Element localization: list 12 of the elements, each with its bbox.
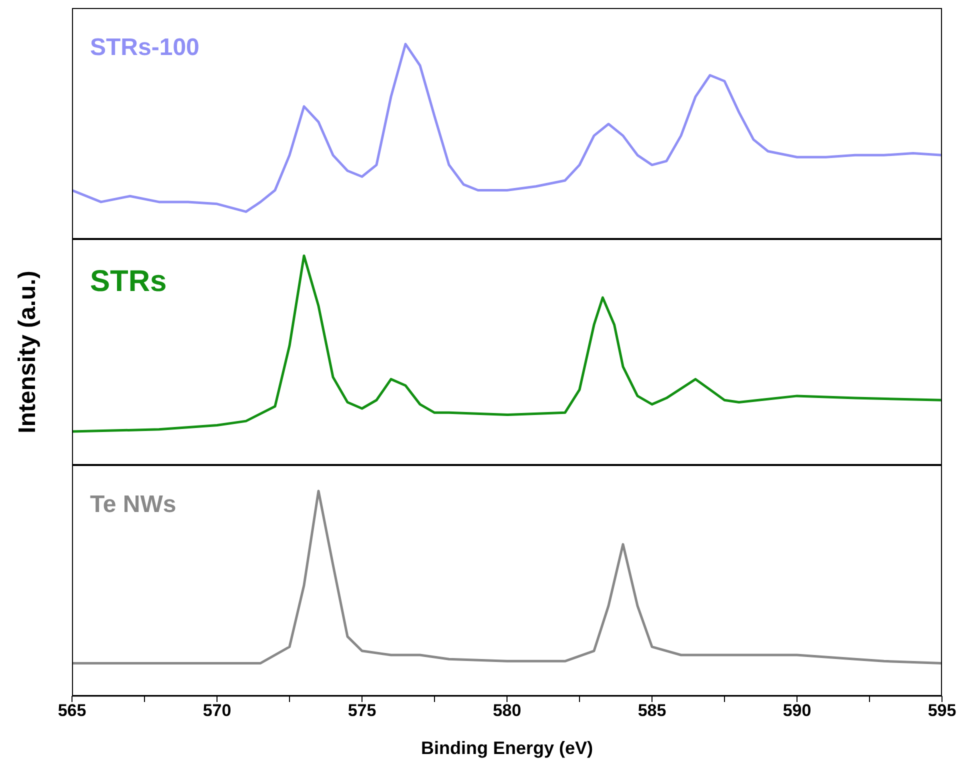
x-tick-label: 580 [492, 701, 522, 720]
x-tick-label: 595 [928, 701, 956, 720]
y-axis-title: Intensity (a.u.) [14, 270, 42, 434]
x-tick-label: 565 [58, 701, 86, 720]
text: STRs [90, 265, 167, 298]
text: STRs-100 [90, 34, 200, 61]
x-tick-label: 590 [782, 701, 812, 720]
x-tick-label: 585 [638, 701, 666, 720]
text: Te NWs [90, 491, 176, 518]
x-tick-label: 570 [202, 701, 232, 720]
x-tick-label: 575 [348, 701, 376, 720]
x-axis-title: Binding Energy (eV) [420, 738, 594, 759]
